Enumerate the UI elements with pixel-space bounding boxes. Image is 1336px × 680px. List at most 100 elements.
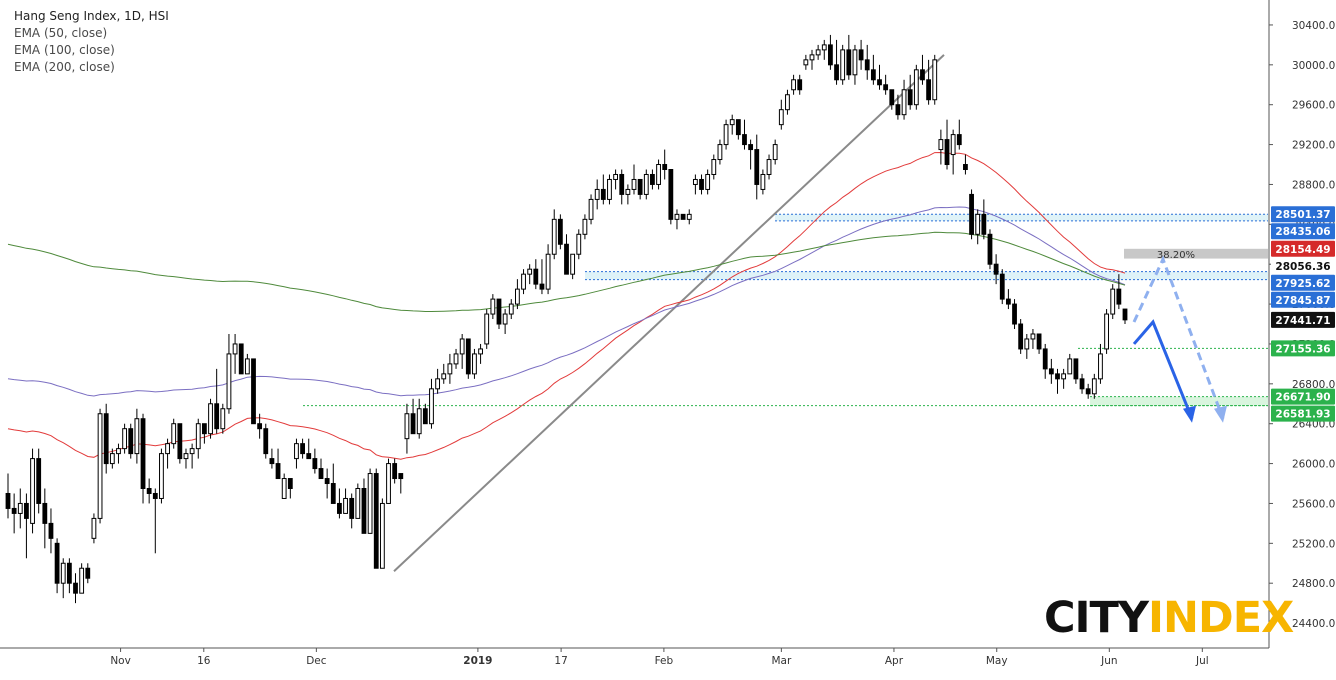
candle-up [772, 144, 778, 161]
candle-down [920, 69, 925, 81]
price-label-box [1271, 340, 1335, 357]
candle-down [146, 488, 152, 494]
candle-up [932, 59, 938, 101]
ema-lines [7, 151, 1126, 460]
price-label-box [1271, 240, 1335, 257]
candle-down [201, 423, 207, 435]
candle-up [1104, 313, 1109, 350]
logo-city: CITY [1044, 593, 1149, 643]
y-tick-label: 24400.00 [1292, 618, 1336, 630]
candle-down [257, 423, 263, 430]
candle-up [692, 178, 698, 185]
level-bands: 38.20% [303, 213, 1268, 407]
candle-up [116, 448, 121, 455]
candle-down [275, 463, 281, 480]
candle-up [379, 502, 385, 569]
candle-down [410, 413, 416, 435]
candle-up [785, 94, 790, 111]
candle-down [177, 423, 183, 460]
alt-arrowhead [1214, 405, 1227, 423]
candle-up [189, 448, 195, 455]
ema100-line [7, 206, 1126, 397]
candle-up [901, 89, 907, 116]
candle-up [570, 253, 576, 275]
candle-down [987, 233, 993, 265]
candle-up [226, 353, 232, 410]
logo-index: INDEX [1148, 593, 1294, 643]
candle-down [662, 164, 668, 170]
price-label-box [1271, 206, 1335, 223]
candle-down [742, 134, 747, 146]
x-tick-label: Jul [1195, 655, 1209, 667]
candle-down [533, 268, 539, 285]
candle-down [858, 49, 864, 61]
candle-up [30, 458, 35, 524]
candle-up [441, 373, 447, 380]
candle-up [1098, 353, 1103, 380]
candle-down [54, 542, 60, 584]
candle-down [864, 59, 870, 71]
candle-up [195, 423, 201, 450]
candle-up [815, 49, 821, 56]
price-label: 27441.71 [1275, 315, 1330, 327]
candle-down [318, 468, 324, 480]
candle-up [429, 388, 434, 425]
candle-up [950, 134, 956, 156]
candle-up [343, 497, 348, 514]
candle-down [564, 243, 569, 275]
candle-down [300, 443, 305, 455]
candle-up [809, 54, 815, 61]
candle-up [1024, 338, 1030, 350]
level-band [585, 271, 1268, 280]
candle-down [926, 79, 932, 101]
y-tick-label: 25200.00 [1292, 538, 1336, 550]
x-tick-label: Nov [110, 655, 131, 667]
candle-down [36, 458, 42, 504]
candle-up [232, 343, 238, 355]
candle-down [828, 44, 833, 66]
price-label: 28435.06 [1275, 226, 1330, 238]
candle-down [373, 473, 379, 569]
y-tick-label: 26400.00 [1292, 419, 1336, 431]
candle-up [220, 408, 226, 430]
candle-up [527, 268, 533, 275]
candle-up [551, 218, 557, 255]
candle-down [337, 502, 342, 514]
candle-down [907, 89, 913, 106]
candle-down [287, 478, 293, 489]
candle-down [993, 263, 999, 275]
bear-arrow [1132, 319, 1194, 420]
legend-title: Hang Seng Index, 1D, HSI [14, 9, 169, 23]
candle-up [1030, 333, 1036, 340]
price-label: 27845.87 [1275, 295, 1330, 307]
candle-up [134, 418, 140, 455]
fib-label: 38.20% [1157, 250, 1195, 261]
candle-up [447, 363, 453, 375]
candle-down [539, 283, 545, 290]
candle-down [214, 403, 220, 430]
candle-up [766, 159, 772, 175]
trendline-line [393, 54, 945, 572]
ema200-line [7, 231, 1126, 312]
level-band [1090, 396, 1268, 406]
candle-up [1067, 358, 1073, 375]
x-tick-label: Mar [771, 655, 791, 667]
candle-down [1122, 308, 1128, 321]
candle-up [643, 173, 649, 195]
candle-up [840, 49, 846, 81]
candle-up [723, 124, 729, 146]
candle-down [797, 79, 803, 91]
alt-arrow [1132, 255, 1225, 420]
candle-up [79, 567, 85, 594]
candle-up [404, 413, 410, 440]
candle-up [508, 303, 514, 315]
candle-down [999, 273, 1005, 300]
price-label: 28154.49 [1275, 244, 1330, 256]
candle-down [557, 218, 563, 245]
legend-ema50: EMA (50, close) [14, 26, 108, 40]
candle-down [85, 567, 91, 579]
candle-down [128, 428, 134, 455]
y-tick-label: 25600.00 [1292, 498, 1336, 510]
candle-up [17, 502, 23, 514]
